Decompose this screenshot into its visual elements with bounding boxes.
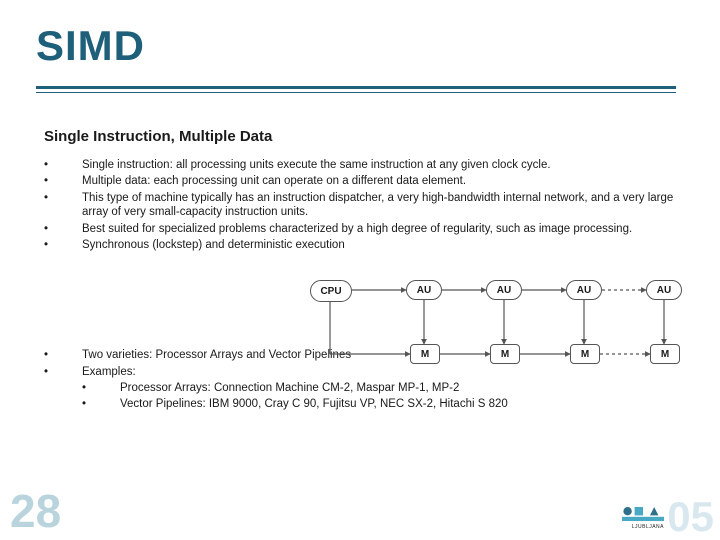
- diagram-node-m: M: [650, 344, 680, 364]
- sub-bullet: Vector Pipelines: IBM 9000, Cray C 90, F…: [82, 397, 676, 411]
- bullet: This type of machine typically has an in…: [44, 191, 676, 220]
- bullet: Multiple data: each processing unit can …: [44, 174, 676, 188]
- footer-logo: LJUBLJANA: [622, 503, 664, 530]
- bullet-text: Single instruction: all processing units…: [82, 158, 676, 172]
- sub-bullet-text: Vector Pipelines: IBM 9000, Cray C 90, F…: [120, 397, 676, 411]
- diagram-node-m: M: [490, 344, 520, 364]
- diagram-node-m: M: [570, 344, 600, 364]
- bullet: Best suited for specialized problems cha…: [44, 222, 676, 236]
- page-number: 28: [10, 488, 61, 534]
- bullet-text: Best suited for specialized problems cha…: [82, 222, 676, 236]
- diagram-node-au: AU: [646, 280, 682, 300]
- logo-icon: [622, 503, 664, 525]
- slide: SIMD Single Instruction, Multiple Data S…: [0, 0, 720, 540]
- slide-title: SIMD: [36, 22, 145, 70]
- bullet-text: Synchronous (lockstep) and deterministic…: [82, 238, 676, 252]
- footer-year: 05: [667, 496, 714, 538]
- sub-bullet-text: Processor Arrays: Connection Machine CM-…: [120, 381, 676, 395]
- bullet-text: Multiple data: each processing unit can …: [82, 174, 676, 188]
- diagram-node-au: AU: [486, 280, 522, 300]
- bullet-text: This type of machine typically has an in…: [82, 191, 676, 220]
- logo-text: LJUBLJANA: [622, 524, 664, 530]
- title-rule-thick: [36, 86, 676, 89]
- bullet: Single instruction: all processing units…: [44, 158, 676, 172]
- diagram-node-cpu: CPU: [310, 280, 352, 302]
- simd-diagram: CPU AU AU AU AU M M M M: [310, 280, 678, 368]
- title-rule-thin: [36, 92, 676, 93]
- diagram-node-m: M: [410, 344, 440, 364]
- diagram-node-au: AU: [566, 280, 602, 300]
- sub-bullet: Processor Arrays: Connection Machine CM-…: [82, 381, 676, 395]
- bullet: Synchronous (lockstep) and deterministic…: [44, 238, 676, 252]
- slide-subtitle: Single Instruction, Multiple Data: [44, 128, 272, 145]
- diagram-node-au: AU: [406, 280, 442, 300]
